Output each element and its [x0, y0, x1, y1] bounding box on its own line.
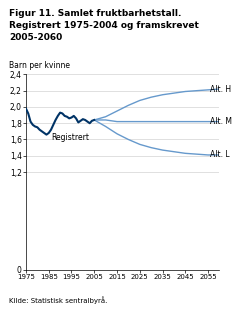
Text: Alt. H: Alt. H	[210, 85, 232, 94]
Text: Kilde: Statistisk sentralbyrå.: Kilde: Statistisk sentralbyrå.	[9, 296, 108, 304]
Text: Barn per kvinne: Barn per kvinne	[9, 61, 70, 70]
Text: Figur 11. Samlet fruktbarhetstall.
Registrert 1975-2004 og framskrevet
2005-2060: Figur 11. Samlet fruktbarhetstall. Regis…	[9, 9, 199, 42]
Text: Alt. L: Alt. L	[210, 150, 230, 159]
Text: Registrert: Registrert	[51, 133, 89, 142]
Text: Alt. M: Alt. M	[210, 117, 232, 126]
